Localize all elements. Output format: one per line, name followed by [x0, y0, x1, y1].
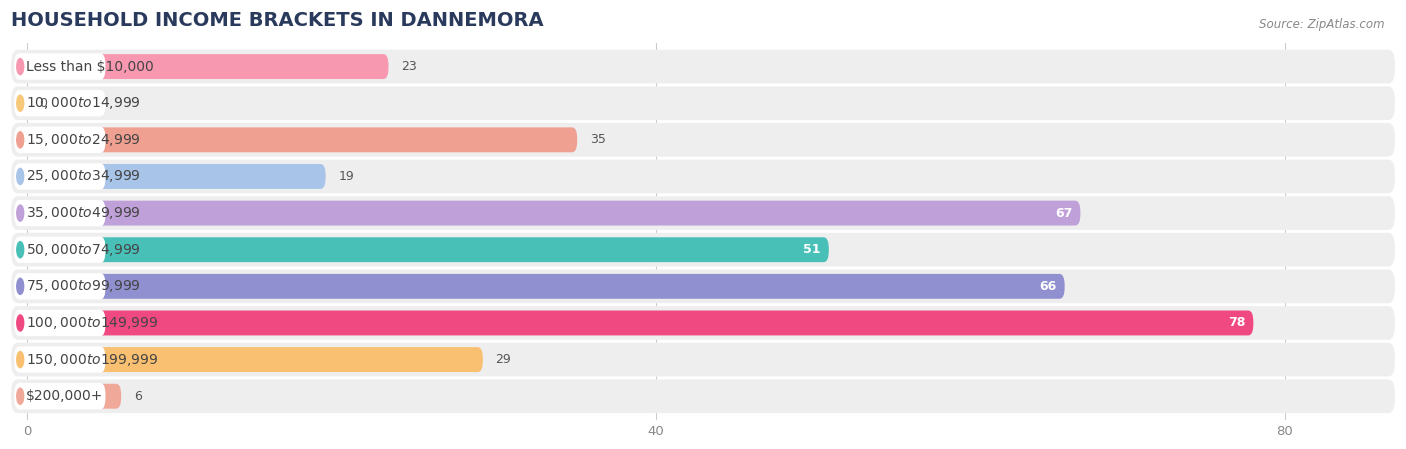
Circle shape [17, 242, 24, 258]
Text: 66: 66 [1039, 280, 1057, 293]
FancyBboxPatch shape [11, 269, 1395, 303]
Text: 19: 19 [339, 170, 354, 183]
FancyBboxPatch shape [14, 310, 105, 336]
Circle shape [17, 388, 24, 404]
Circle shape [17, 132, 24, 148]
Text: $150,000 to $199,999: $150,000 to $199,999 [25, 352, 157, 368]
FancyBboxPatch shape [27, 311, 1253, 335]
Text: $25,000 to $34,999: $25,000 to $34,999 [25, 168, 141, 185]
Text: 35: 35 [589, 133, 606, 146]
Text: 6: 6 [134, 390, 142, 403]
FancyBboxPatch shape [11, 379, 1395, 413]
FancyBboxPatch shape [11, 123, 1395, 157]
Circle shape [17, 95, 24, 111]
FancyBboxPatch shape [11, 233, 1395, 267]
FancyBboxPatch shape [14, 273, 105, 299]
FancyBboxPatch shape [11, 343, 1395, 376]
FancyBboxPatch shape [14, 163, 105, 189]
Text: 29: 29 [495, 353, 512, 366]
FancyBboxPatch shape [27, 237, 828, 262]
FancyBboxPatch shape [14, 347, 105, 373]
FancyBboxPatch shape [14, 200, 105, 226]
FancyBboxPatch shape [14, 53, 105, 80]
Text: $10,000 to $14,999: $10,000 to $14,999 [25, 95, 141, 111]
Text: $100,000 to $149,999: $100,000 to $149,999 [25, 315, 157, 331]
FancyBboxPatch shape [27, 164, 326, 189]
Text: Source: ZipAtlas.com: Source: ZipAtlas.com [1260, 18, 1385, 31]
FancyBboxPatch shape [14, 237, 105, 263]
Circle shape [17, 315, 24, 331]
FancyBboxPatch shape [27, 274, 1064, 299]
Circle shape [17, 278, 24, 295]
FancyBboxPatch shape [11, 159, 1395, 194]
Circle shape [17, 58, 24, 75]
FancyBboxPatch shape [27, 347, 482, 372]
Text: $15,000 to $24,999: $15,000 to $24,999 [25, 132, 141, 148]
Text: $75,000 to $99,999: $75,000 to $99,999 [25, 278, 141, 295]
FancyBboxPatch shape [11, 50, 1395, 84]
Circle shape [17, 205, 24, 221]
Circle shape [17, 168, 24, 185]
FancyBboxPatch shape [14, 127, 105, 153]
Text: $50,000 to $74,999: $50,000 to $74,999 [25, 242, 141, 258]
Text: 78: 78 [1227, 317, 1246, 330]
Text: 0: 0 [39, 97, 48, 110]
Text: 51: 51 [803, 243, 821, 256]
FancyBboxPatch shape [27, 201, 1080, 225]
Text: 67: 67 [1054, 207, 1073, 220]
Circle shape [17, 352, 24, 368]
Text: $200,000+: $200,000+ [25, 389, 103, 403]
FancyBboxPatch shape [11, 306, 1395, 340]
FancyBboxPatch shape [11, 196, 1395, 230]
Text: Less than $10,000: Less than $10,000 [25, 60, 153, 74]
FancyBboxPatch shape [14, 383, 105, 409]
FancyBboxPatch shape [14, 90, 105, 116]
FancyBboxPatch shape [11, 86, 1395, 120]
FancyBboxPatch shape [27, 54, 388, 79]
Text: 23: 23 [401, 60, 416, 73]
Text: HOUSEHOLD INCOME BRACKETS IN DANNEMORA: HOUSEHOLD INCOME BRACKETS IN DANNEMORA [11, 11, 544, 30]
FancyBboxPatch shape [27, 128, 578, 152]
FancyBboxPatch shape [27, 384, 121, 409]
Text: $35,000 to $49,999: $35,000 to $49,999 [25, 205, 141, 221]
